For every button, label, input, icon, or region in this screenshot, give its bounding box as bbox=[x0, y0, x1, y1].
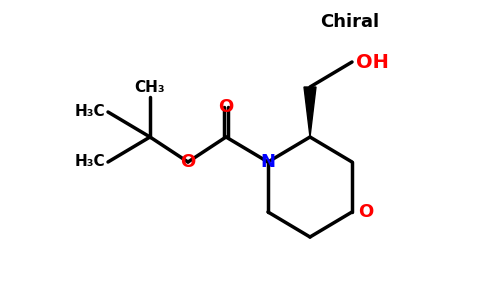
Text: O: O bbox=[181, 153, 196, 171]
Text: H₃C: H₃C bbox=[75, 104, 106, 119]
Text: O: O bbox=[358, 203, 374, 221]
Text: H₃C: H₃C bbox=[75, 154, 106, 169]
Text: N: N bbox=[260, 153, 275, 171]
Polygon shape bbox=[304, 87, 316, 137]
Text: O: O bbox=[218, 98, 234, 116]
Text: CH₃: CH₃ bbox=[135, 80, 166, 94]
Text: Chiral: Chiral bbox=[320, 13, 379, 31]
Text: OH: OH bbox=[356, 52, 389, 71]
